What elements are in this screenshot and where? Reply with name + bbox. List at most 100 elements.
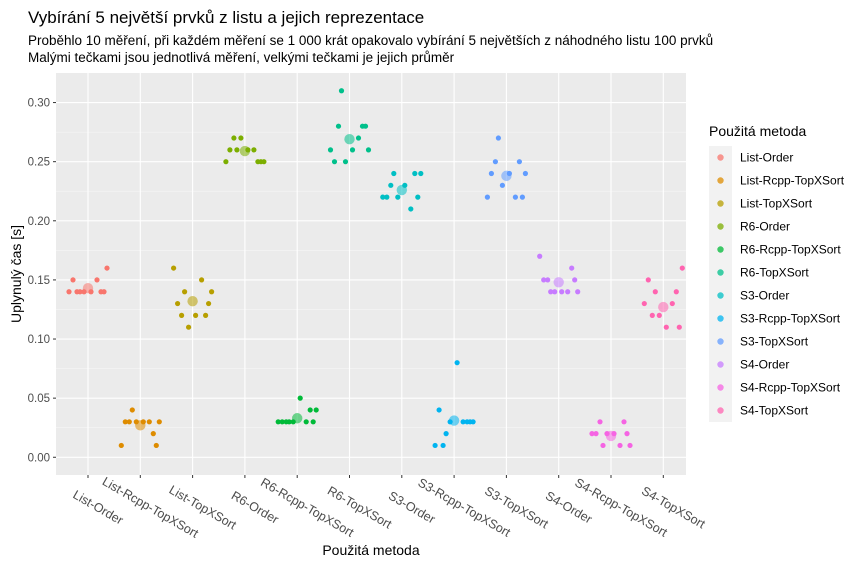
y-tick-label: 0.00 bbox=[28, 452, 50, 464]
data-point bbox=[541, 277, 547, 283]
mean-point bbox=[448, 415, 460, 426]
legend-label: S3-Rcpp-TopXSort bbox=[740, 312, 841, 326]
grid-minor bbox=[56, 131, 686, 429]
data-point bbox=[104, 265, 110, 271]
data-point bbox=[331, 159, 338, 165]
y-axis-title: Uplynulý čas [s] bbox=[8, 225, 24, 323]
data-point bbox=[548, 289, 554, 295]
data-point bbox=[495, 135, 501, 141]
data-point bbox=[388, 182, 394, 188]
data-point bbox=[365, 147, 372, 153]
mean-point bbox=[82, 282, 94, 294]
y-tick-label: 0.10 bbox=[28, 334, 50, 346]
data-point bbox=[313, 407, 319, 413]
data-point bbox=[499, 182, 505, 188]
data-point bbox=[627, 442, 633, 449]
mean-point bbox=[658, 301, 669, 313]
data-point bbox=[492, 159, 498, 165]
y-axis-ticks: 0.00 0.05 0.10 0.15 0.20 0.25 0.30 bbox=[28, 98, 56, 464]
legend-swatch bbox=[717, 246, 724, 253]
data-point bbox=[122, 419, 128, 425]
mean-point bbox=[135, 420, 146, 431]
data-point bbox=[182, 289, 188, 295]
chart-subtitle-line-2: Malými tečkami jsou jednotlivá měření, v… bbox=[28, 50, 455, 65]
chart-title: Vybírání 5 největší prvků z listu a jeji… bbox=[28, 8, 424, 27]
mean-point bbox=[239, 145, 251, 157]
legend-label: S3-TopXSort bbox=[740, 335, 809, 349]
data-point bbox=[307, 407, 313, 413]
y-tick-label: 0.05 bbox=[28, 393, 50, 405]
data-point bbox=[545, 277, 551, 283]
data-point bbox=[440, 442, 446, 449]
data-point bbox=[146, 419, 152, 425]
data-point bbox=[443, 431, 449, 437]
data-point bbox=[156, 419, 162, 425]
data-point bbox=[645, 277, 651, 283]
data-point bbox=[516, 159, 523, 165]
data-point bbox=[126, 419, 132, 425]
data-point bbox=[338, 88, 345, 94]
data-point bbox=[118, 442, 124, 449]
data-point bbox=[522, 170, 529, 177]
data-point bbox=[408, 206, 414, 212]
legend-swatch bbox=[717, 223, 724, 230]
legend-label: R6-TopXSort bbox=[740, 266, 809, 280]
data-point bbox=[303, 419, 309, 425]
data-point bbox=[673, 289, 679, 295]
data-point bbox=[327, 147, 334, 153]
data-point bbox=[234, 147, 240, 153]
data-point bbox=[193, 312, 199, 318]
mean-point bbox=[292, 413, 303, 424]
plot-panel bbox=[56, 73, 686, 475]
data-point bbox=[255, 159, 261, 165]
data-point bbox=[552, 289, 558, 295]
mean-point bbox=[605, 430, 617, 442]
data-point bbox=[342, 159, 349, 165]
data-point bbox=[559, 289, 565, 295]
y-tick-label: 0.15 bbox=[28, 275, 50, 287]
mean-point bbox=[553, 277, 564, 288]
mean-point bbox=[187, 295, 198, 307]
x-axis-title: Použitá metoda bbox=[322, 542, 419, 558]
data-point bbox=[589, 431, 595, 437]
data-point bbox=[297, 395, 303, 401]
y-tick-label: 0.25 bbox=[28, 157, 50, 169]
data-point bbox=[199, 277, 205, 283]
data-point bbox=[484, 194, 490, 200]
data-point bbox=[153, 442, 159, 449]
data-point bbox=[359, 123, 366, 129]
data-point bbox=[395, 194, 401, 200]
data-point bbox=[669, 300, 675, 307]
mean-point bbox=[501, 170, 512, 182]
legend-label: S4-TopXSort bbox=[740, 404, 809, 418]
data-point bbox=[186, 324, 192, 330]
data-point bbox=[384, 194, 390, 200]
data-point bbox=[412, 170, 418, 177]
data-point bbox=[519, 194, 526, 200]
data-point bbox=[663, 324, 669, 330]
data-point bbox=[380, 194, 386, 200]
data-point bbox=[94, 277, 100, 283]
data-point bbox=[432, 442, 438, 449]
chart-subtitle-line-1: Proběhlo 10 měření, při každém měření se… bbox=[28, 33, 713, 48]
legend-swatch bbox=[717, 361, 724, 368]
data-point bbox=[512, 194, 519, 200]
data-point bbox=[621, 419, 627, 425]
data-point bbox=[537, 253, 543, 259]
data-point bbox=[593, 431, 599, 437]
mean-point bbox=[396, 184, 407, 196]
x-tick-label: S4-Rcpp-TopXSort bbox=[572, 475, 670, 539]
data-point bbox=[349, 147, 356, 153]
data-point bbox=[238, 135, 244, 141]
data-point bbox=[641, 300, 647, 307]
data-point bbox=[418, 170, 424, 177]
data-point bbox=[415, 194, 421, 200]
data-point bbox=[179, 312, 185, 318]
data-point bbox=[223, 159, 229, 165]
x-tick-label: R6-Rcpp-TopXSort bbox=[258, 475, 356, 540]
data-point bbox=[150, 431, 156, 437]
legend-swatch bbox=[717, 177, 724, 184]
legend-swatch bbox=[717, 292, 724, 299]
legend-label: S4-Order bbox=[740, 358, 789, 372]
